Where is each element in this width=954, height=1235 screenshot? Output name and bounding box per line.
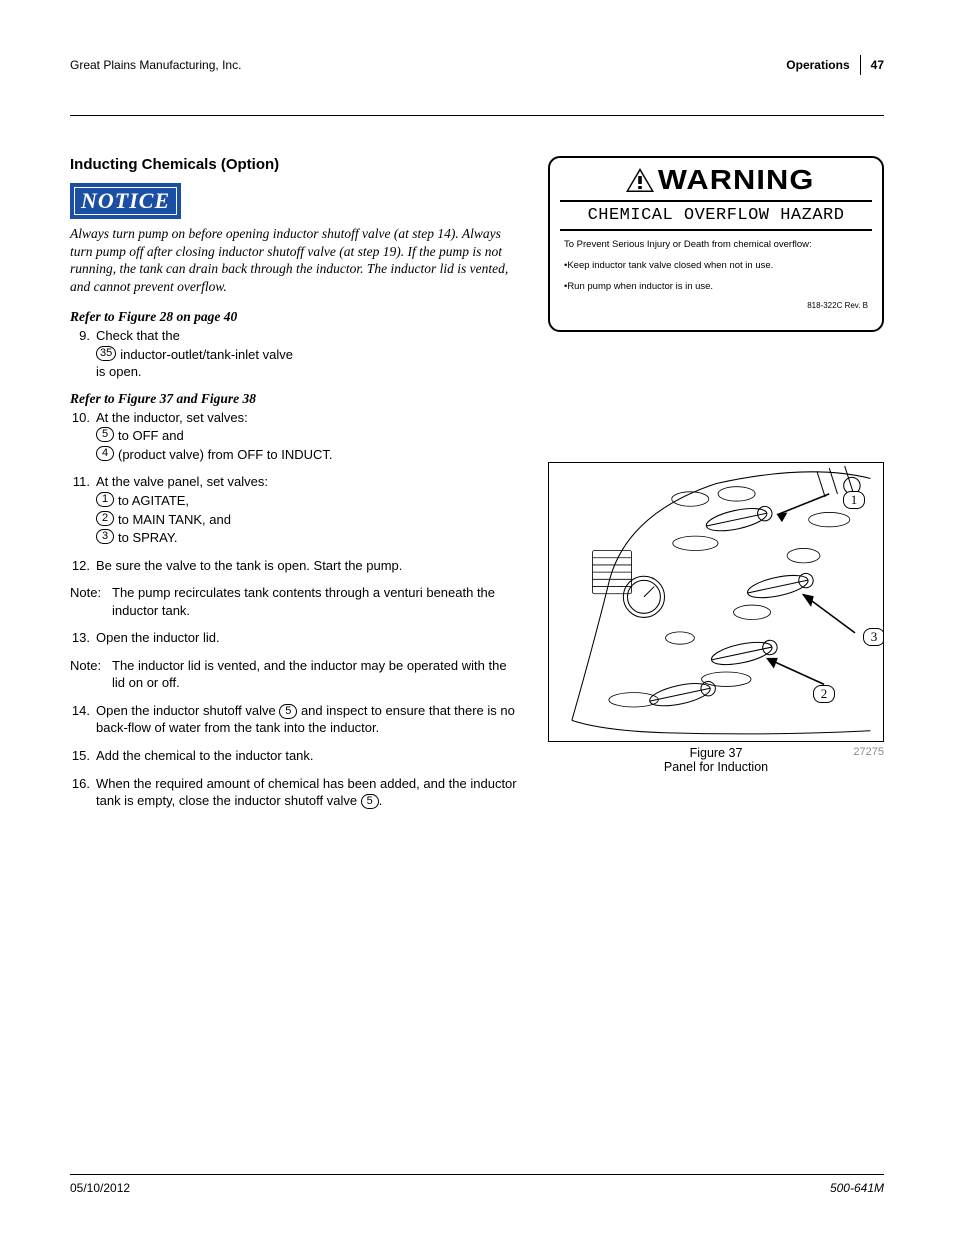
step-text: At the valve panel, set valves: — [96, 473, 518, 491]
callout-5: 5 — [361, 794, 379, 809]
page-number: 47 — [871, 58, 884, 72]
warning-ref: 818-322C Rev. B — [564, 301, 868, 312]
figure-callout-1: 1 — [843, 491, 865, 509]
step-text: to OFF and — [118, 427, 184, 445]
callout-5: 5 — [279, 704, 297, 719]
step-text: When the required amount of chemical has… — [96, 775, 518, 810]
notice-badge: NOTICE — [70, 183, 181, 219]
figure-callout-3: 3 — [863, 628, 884, 646]
warning-bullet-1: •Keep inductor tank valve closed when no… — [564, 260, 868, 273]
step-text: inductor-outlet/tank-inlet valve — [120, 346, 293, 364]
warning-subtitle: CHEMICAL OVERFLOW HAZARD — [560, 202, 872, 231]
refer-figure-28: Refer to Figure 28 on page 40 — [70, 309, 518, 325]
step-number: 13. — [70, 629, 96, 647]
figure-title: Panel for Induction — [548, 760, 884, 774]
step-number: 10. — [70, 409, 96, 464]
left-column: Inducting Chemicals (Option) NOTICE Alwa… — [70, 156, 518, 820]
step-text-pre: Open the inductor shutoff valve — [96, 703, 279, 718]
figure-caption: 27275 Figure 37 Panel for Induction — [548, 746, 884, 774]
step-text: Check that the — [96, 327, 518, 345]
warning-triangle-icon — [625, 167, 655, 193]
step-number: 9. — [70, 327, 96, 381]
notice-text: Always turn pump on before opening induc… — [70, 225, 518, 295]
figure-37: 1 2 3 — [548, 462, 884, 742]
header-right: Operations 47 — [786, 55, 884, 75]
step-9: 9. Check that the 35 inductor-outlet/tan… — [70, 327, 518, 381]
callout-4: 4 — [96, 446, 114, 461]
page-footer: 05/10/2012 500-641M — [70, 1174, 884, 1195]
header-separator — [860, 55, 861, 75]
figure-id: 27275 — [853, 746, 884, 758]
callout-1: 1 — [96, 492, 114, 507]
note-text: The pump recirculates tank contents thro… — [110, 584, 518, 619]
step-text: to SPRAY. — [118, 529, 178, 547]
step-11: 11. At the valve panel, set valves: 1 to … — [70, 473, 518, 546]
warning-title: WARNING — [658, 164, 815, 196]
step-16: 16. When the required amount of chemical… — [70, 775, 518, 810]
step-number: 15. — [70, 747, 96, 765]
step-text: At the inductor, set valves: — [96, 409, 518, 427]
step-number: 16. — [70, 775, 96, 810]
header-rule — [70, 115, 884, 116]
figure-number: Figure 37 — [548, 746, 884, 760]
note-1: Note: The pump recirculates tank content… — [70, 584, 518, 619]
step-12: 12. Be sure the valve to the tank is ope… — [70, 557, 518, 575]
note-label: Note: — [70, 584, 110, 619]
step-number: 14. — [70, 702, 96, 737]
step-text: to MAIN TANK, and — [118, 511, 231, 529]
page-header: Great Plains Manufacturing, Inc. Operati… — [70, 55, 884, 85]
step-13: 13. Open the inductor lid. — [70, 629, 518, 647]
warning-intro: To Prevent Serious Injury or Death from … — [564, 239, 868, 252]
step-10: 10. At the inductor, set valves: 5 to OFF… — [70, 409, 518, 464]
footer-doc: 500-641M — [830, 1181, 884, 1195]
step-text: Add the chemical to the inductor tank. — [96, 747, 518, 765]
warning-bullet-2: •Run pump when inductor is in use. — [564, 281, 868, 294]
section-name: Operations — [786, 58, 849, 72]
callout-5: 5 — [96, 427, 114, 442]
step-number: 11. — [70, 473, 96, 546]
figure-callout-2: 2 — [813, 685, 835, 703]
callout-2: 2 — [96, 511, 114, 526]
note-2: Note: The inductor lid is vented, and th… — [70, 657, 518, 692]
step-14: 14. Open the inductor shutoff valve 5 an… — [70, 702, 518, 737]
notice-label: NOTICE — [74, 187, 177, 215]
warning-body: To Prevent Serious Injury or Death from … — [560, 231, 872, 312]
callout-3: 3 — [96, 529, 114, 544]
step-number: 12. — [70, 557, 96, 575]
right-column: WARNING CHEMICAL OVERFLOW HAZARD To Prev… — [548, 156, 884, 820]
step-text-pre: When the required amount of chemical has… — [96, 776, 517, 809]
step-text: Be sure the valve to the tank is open. S… — [96, 557, 518, 575]
step-text: is open. — [96, 363, 518, 381]
callout-35: 35 — [96, 346, 116, 361]
step-text: Open the inductor shutoff valve 5 and in… — [96, 702, 518, 737]
section-title: Inducting Chemicals (Option) — [70, 156, 518, 173]
step-text: to AGITATE, — [118, 492, 189, 510]
warning-label: WARNING CHEMICAL OVERFLOW HAZARD To Prev… — [548, 156, 884, 332]
step-text: (product valve) from OFF to INDUCT. — [118, 446, 333, 464]
footer-date: 05/10/2012 — [70, 1181, 130, 1195]
step-text: Open the inductor lid. — [96, 629, 518, 647]
step-15: 15. Add the chemical to the inductor tan… — [70, 747, 518, 765]
step-text-post: . — [379, 793, 383, 808]
note-label: Note: — [70, 657, 110, 692]
refer-figure-37-38: Refer to Figure 37 and Figure 38 — [70, 391, 518, 407]
note-text: The inductor lid is vented, and the indu… — [110, 657, 518, 692]
company-name: Great Plains Manufacturing, Inc. — [70, 58, 241, 72]
